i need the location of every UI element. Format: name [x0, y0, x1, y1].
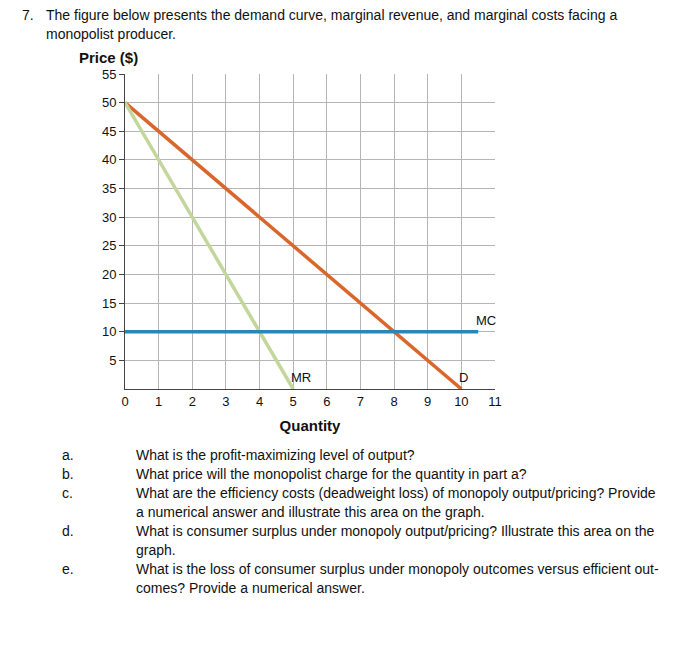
- svg-text:D: D: [459, 370, 468, 385]
- svg-text:35: 35: [102, 181, 116, 196]
- svg-text:50: 50: [102, 95, 116, 110]
- html-text:b.: b.: [62, 466, 74, 482]
- svg-text:6: 6: [323, 394, 330, 409]
- svg-text:20: 20: [102, 267, 116, 282]
- svg-text:MR: MR: [291, 370, 311, 385]
- html-text:7.: 7.: [22, 7, 34, 23]
- svg-text:0: 0: [121, 394, 128, 409]
- html-text:What is the profit-maximizing: What is the profit-maximizing level of o…: [136, 447, 415, 463]
- html-text:e.: e.: [62, 561, 74, 577]
- html-text:a.: a.: [62, 447, 74, 463]
- svg-text:4: 4: [256, 394, 263, 409]
- svg-text:2: 2: [189, 394, 196, 409]
- svg-text:5: 5: [290, 394, 297, 409]
- svg-text:45: 45: [102, 124, 116, 139]
- svg-text:55: 55: [102, 67, 116, 82]
- svg-text:25: 25: [102, 238, 116, 253]
- html-text:The figure below presents the: The figure below presents the demand cur…: [46, 7, 618, 42]
- svg-text:10: 10: [102, 324, 116, 339]
- svg-text:1: 1: [155, 394, 162, 409]
- svg-text:15: 15: [102, 296, 116, 311]
- html-text:What price will the monopolist: What price will the monopolist charge fo…: [136, 466, 527, 482]
- html-text:d.: d.: [62, 523, 74, 539]
- svg-text:8: 8: [390, 394, 397, 409]
- svg-text:11: 11: [488, 394, 502, 409]
- svg-text:40: 40: [102, 152, 116, 167]
- svg-text:30: 30: [102, 210, 116, 225]
- svg-text:7: 7: [357, 394, 364, 409]
- svg-text:5: 5: [109, 353, 116, 368]
- html-text:What are the efficiency costs: What are the efficiency costs (deadweigh…: [136, 485, 656, 520]
- html-text:What is the loss of consumer s: What is the loss of consumer surplus und…: [136, 561, 659, 596]
- html-text:What is consumer surplus under: What is consumer surplus under monopoly …: [136, 523, 655, 558]
- svg-text:9: 9: [424, 394, 431, 409]
- html-text:c.: c.: [62, 485, 73, 501]
- svg-text:Quantity: Quantity: [280, 417, 341, 434]
- svg-text:10: 10: [454, 394, 468, 409]
- svg-text:MC: MC: [476, 313, 496, 328]
- svg-text:3: 3: [222, 394, 229, 409]
- svg-text:Price ($): Price ($): [79, 49, 138, 66]
